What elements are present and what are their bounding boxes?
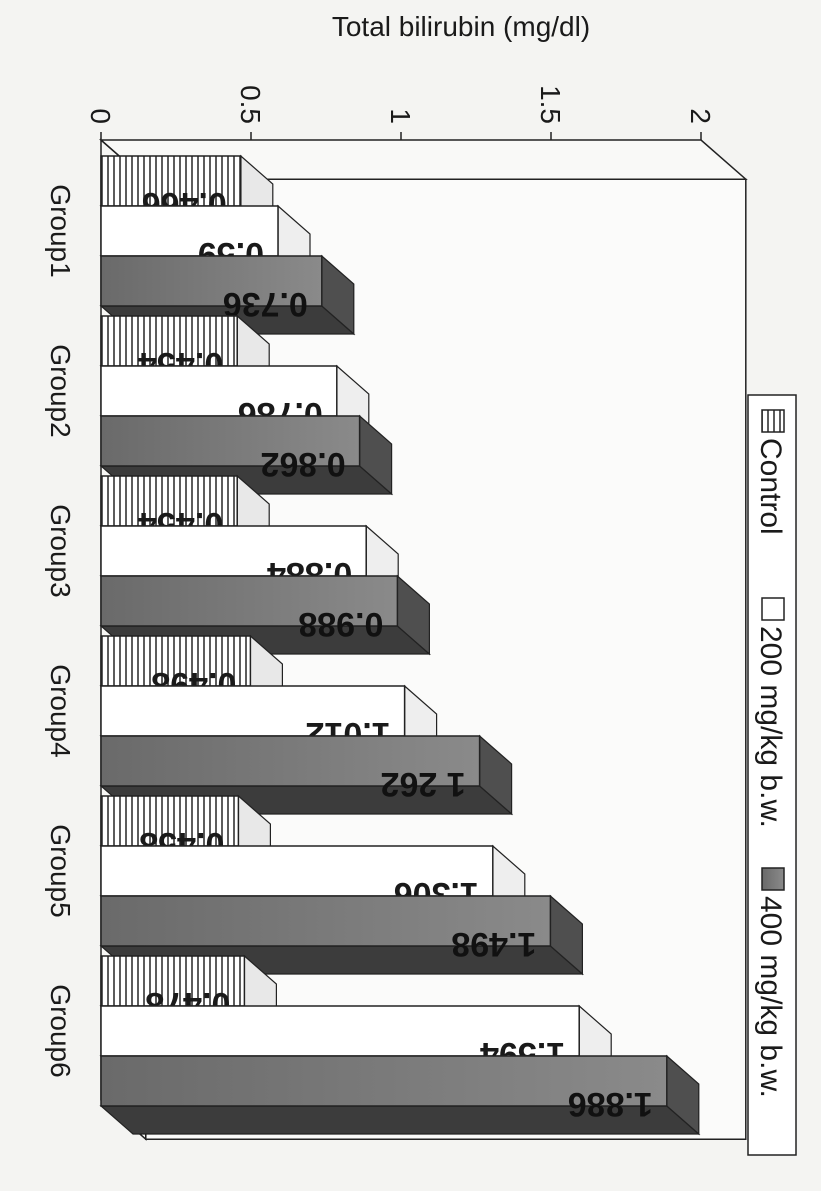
bar-group5-2 — [100, 895, 552, 947]
y-axis-title: Total bilirubin (mg/dl) — [332, 11, 590, 42]
x-category-label: Group2 — [45, 344, 76, 437]
y-tick-label: 1.5 — [535, 85, 566, 124]
y-tick-label: 0.5 — [235, 85, 266, 124]
x-category-label: Group6 — [45, 984, 76, 1077]
legend-box — [747, 394, 797, 1156]
bar-series: 0.4660.590.7360.4540.7860.8620.4540.8840… — [99, 154, 701, 1136]
x-category-label: Group5 — [45, 824, 76, 917]
bar-group6-2-label: 1.886 — [568, 1085, 653, 1123]
x-axis-categories: Group1 Group2 Group3 Group4 Group5 Group6 — [45, 184, 76, 1077]
x-category-label: Group4 — [45, 664, 76, 757]
bar-group4-2 — [100, 735, 481, 787]
y-tick-label: 1 — [385, 108, 416, 124]
bar-group4-2-label: 1 262 — [381, 765, 466, 803]
legend-label-200: 200 mg/kg b.w. — [754, 626, 787, 828]
legend-swatch-200 — [761, 597, 785, 621]
y-tick-label: 0 — [85, 108, 116, 124]
legend-label-control: Control — [754, 438, 787, 535]
bar-group3-2 — [100, 575, 399, 627]
bar-group2-2-label: 0.862 — [261, 445, 346, 483]
y-tick-label: 2 — [685, 108, 716, 124]
legend-swatch-control — [761, 409, 785, 433]
x-category-label: Group3 — [45, 504, 76, 597]
legend: Control 200 mg/kg b.w. 400 mg/kg b.w. — [747, 394, 797, 1156]
bar-group2-2 — [100, 415, 361, 467]
bar-group3-2-label: 0.988 — [298, 605, 383, 643]
bar-group5-2-label: 1.498 — [451, 925, 536, 963]
y-axis-ticks: 0 0.5 1 1.5 2 — [85, 85, 716, 140]
x-category-label: Group1 — [45, 184, 76, 277]
bar-group1-2 — [100, 255, 323, 307]
legend-label-400: 400 mg/kg b.w. — [754, 896, 787, 1098]
legend-swatch-400 — [761, 867, 785, 891]
bar-group6-2 — [100, 1055, 668, 1107]
